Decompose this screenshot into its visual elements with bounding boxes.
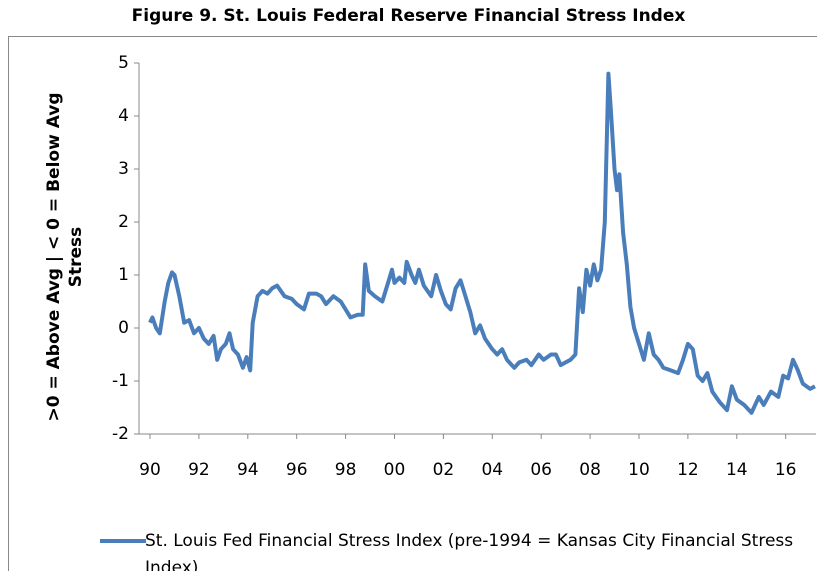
- y-tick-label: 3: [118, 159, 129, 179]
- x-tick-label: 00: [384, 460, 406, 480]
- x-tick-label: 94: [237, 460, 259, 480]
- y-tick-label: 2: [118, 212, 129, 232]
- x-tick-label: 04: [481, 460, 503, 480]
- y-tick-label: 4: [118, 106, 129, 126]
- y-tick-label: 5: [118, 53, 129, 73]
- chart-frame: [8, 36, 817, 571]
- chart-title: Figure 9. St. Louis Federal Reserve Fina…: [131, 6, 686, 26]
- x-tick-label: 08: [579, 460, 601, 480]
- x-tick-label: 92: [188, 460, 210, 480]
- x-tick-label: 10: [628, 460, 650, 480]
- y-tick-label: -2: [112, 424, 129, 444]
- y-tick-label: 0: [118, 318, 129, 338]
- x-tick-label: 06: [530, 460, 552, 480]
- x-tick-label: 98: [335, 460, 357, 480]
- x-tick-label: 16: [775, 460, 797, 480]
- x-tick-label: 14: [726, 460, 748, 480]
- x-tick-label: 12: [677, 460, 699, 480]
- x-tick-label: 90: [139, 460, 161, 480]
- x-tick-label: 96: [286, 460, 308, 480]
- y-axis-title: >0 = Above Avg | < 0 = Below Avg Stress: [44, 92, 86, 422]
- legend-label: St. Louis Fed Financial Stress Index (pr…: [145, 531, 794, 571]
- x-tick-label: 02: [433, 460, 455, 480]
- series-line: [148, 71, 816, 415]
- y-tick-label: -1: [112, 371, 129, 391]
- y-tick-label: 1: [118, 265, 129, 285]
